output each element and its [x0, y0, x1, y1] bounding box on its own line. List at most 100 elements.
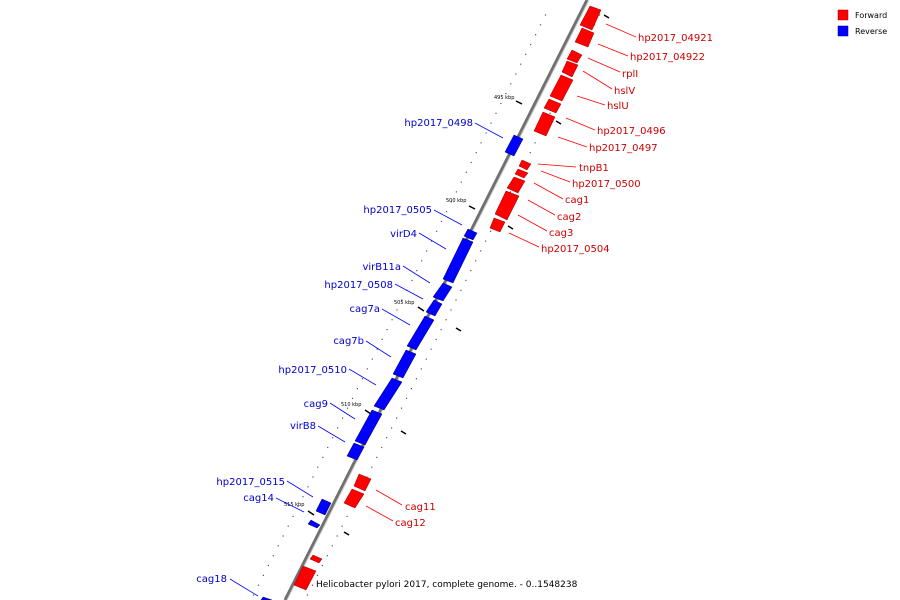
- label-rplI[interactable]: rplI: [622, 69, 638, 80]
- scale-dot: [356, 388, 358, 390]
- label-hslV[interactable]: hslV: [614, 86, 635, 97]
- label-cag11[interactable]: cag11: [405, 502, 436, 513]
- feature-cag11[interactable]: [353, 473, 372, 492]
- feature-rplI[interactable]: [566, 49, 583, 64]
- scale-dot: [431, 240, 433, 242]
- feature-fwd-small[interactable]: [309, 554, 323, 564]
- scale-dot: [287, 525, 289, 527]
- label-hp2017_0498[interactable]: hp2017_0498: [404, 118, 473, 129]
- scale-dot: [421, 260, 423, 262]
- scale-dot: [460, 181, 462, 183]
- scale-dot: [322, 456, 324, 458]
- scale-dot: [525, 53, 527, 55]
- scale-dot: [480, 250, 482, 252]
- feature-cag12[interactable]: [343, 488, 365, 509]
- scale-dot: [416, 270, 418, 272]
- feature-hslU[interactable]: [549, 74, 574, 102]
- scale-dot: [530, 43, 532, 46]
- label-cag3[interactable]: cag3: [549, 228, 573, 239]
- scale-dot: [510, 83, 512, 85]
- feature-cag18[interactable]: [260, 596, 273, 600]
- label-tnpB1[interactable]: tnpB1: [579, 163, 609, 174]
- scale-dot: [460, 289, 462, 291]
- label-cag1[interactable]: cag1: [565, 195, 589, 206]
- scale-dot: [327, 446, 329, 449]
- label-cag7b[interactable]: cag7b: [333, 336, 364, 347]
- feature-cag7b[interactable]: [392, 349, 417, 379]
- feature-hp2017_0515[interactable]: [315, 498, 332, 516]
- feature-hslV[interactable]: [561, 60, 579, 78]
- scale-dot: [495, 112, 497, 114]
- scale-dot: [515, 73, 517, 75]
- scale-dot: [465, 279, 467, 281]
- scale-dot: [400, 407, 403, 409]
- feature-hp2017_0497[interactable]: [533, 111, 556, 137]
- label-virD4[interactable]: virD4: [390, 229, 417, 240]
- label-hp2017_0497[interactable]: hp2017_0497: [589, 143, 658, 154]
- label-hslU[interactable]: hslU: [607, 101, 629, 112]
- label-virB11a[interactable]: virB11a: [362, 262, 401, 273]
- scale-dot: [411, 279, 413, 281]
- reverse-features: [260, 134, 524, 600]
- feature-cag7a[interactable]: [406, 315, 435, 351]
- scale-dot: [267, 564, 269, 567]
- label-hp2017_0515[interactable]: hp2017_0515: [216, 477, 285, 488]
- label-virB8[interactable]: virB8: [290, 421, 316, 432]
- label-hp2017_0508[interactable]: hp2017_0508: [324, 280, 393, 291]
- feature-tnpB1[interactable]: [518, 159, 532, 171]
- feature-hp2017_04922[interactable]: [574, 27, 595, 48]
- feature-cag1[interactable]: [506, 176, 526, 194]
- scale-dot: [520, 63, 522, 65]
- feature-virB8[interactable]: [346, 442, 365, 461]
- scale-dot: [415, 378, 417, 380]
- feature-hp2017_04921[interactable]: [579, 5, 602, 31]
- feature-hp2017_0505[interactable]: [463, 228, 478, 241]
- feature-virD4[interactable]: [442, 237, 474, 284]
- scale-dot: [351, 397, 354, 399]
- scale-dot: [337, 427, 339, 429]
- feature-cag3[interactable]: [489, 217, 506, 233]
- feature-cag2[interactable]: [494, 190, 520, 221]
- label-cag9[interactable]: cag9: [304, 399, 328, 410]
- label-cag14[interactable]: cag14: [243, 493, 274, 504]
- label-cag2[interactable]: cag2: [557, 212, 581, 223]
- feature-hp2017_0496[interactable]: [543, 98, 562, 114]
- scale-dot: [544, 14, 547, 16]
- label-cag7a[interactable]: cag7a: [350, 304, 380, 315]
- scale-dot: [396, 309, 398, 311]
- feature-hp2017_0508[interactable]: [425, 299, 443, 317]
- label-connectors: [229, 23, 637, 597]
- feature-cag9[interactable]: [354, 409, 383, 446]
- scale-ticks: 495 kbp 500 kbp 505 kbp 510 kbp 515 kbp: [284, 14, 610, 536]
- label-hp2017_0504[interactable]: hp2017_0504: [541, 244, 610, 255]
- scale-dot: [326, 555, 328, 557]
- label-hp2017_04921[interactable]: hp2017_04921: [638, 33, 713, 44]
- scale-dot: [346, 515, 348, 517]
- label-hp2017_0496[interactable]: hp2017_0496: [597, 126, 666, 137]
- label-hp2017_0500[interactable]: hp2017_0500: [572, 179, 641, 190]
- feature-fwd-bottom[interactable]: [293, 565, 317, 591]
- scale-dot: [445, 319, 447, 321]
- scale-dot: [307, 486, 309, 488]
- label-hp2017_0505[interactable]: hp2017_0505: [363, 205, 432, 216]
- scale-dot: [386, 437, 388, 439]
- scale-dot: [425, 358, 427, 360]
- tick-label-505: 505 kbp: [394, 300, 414, 306]
- label-hp2017_0510[interactable]: hp2017_0510: [278, 365, 347, 376]
- scale-dot: [529, 152, 531, 154]
- feature-cag14[interactable]: [307, 519, 321, 529]
- feature-virB11a[interactable]: [432, 282, 453, 302]
- genome-caption: Helicobacter pylori 2017, complete genom…: [316, 580, 578, 590]
- label-hp2017_04922[interactable]: hp2017_04922: [630, 52, 705, 63]
- label-cag12[interactable]: cag12: [395, 518, 426, 529]
- label-cag18[interactable]: cag18: [196, 574, 227, 585]
- scale-dot: [391, 427, 393, 429]
- feature-hp2017_0500[interactable]: [514, 168, 529, 179]
- scale-dot: [316, 574, 318, 576]
- scale-dot: [426, 250, 428, 252]
- scale-dot: [539, 24, 542, 26]
- feature-hp2017_0510[interactable]: [373, 377, 403, 411]
- feature-hp2017_0498[interactable]: [504, 134, 524, 157]
- scale-dot: [485, 240, 487, 242]
